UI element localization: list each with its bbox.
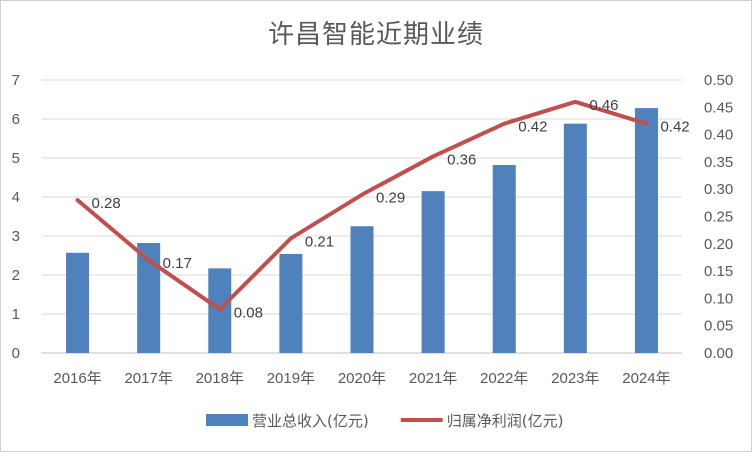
left-axis-ticks: 0 1 2 3 4 5 6 7 bbox=[12, 72, 20, 362]
revenue-bar bbox=[350, 226, 374, 353]
left-tick-label: 5 bbox=[12, 150, 20, 167]
right-tick-label: 0.10 bbox=[704, 290, 733, 307]
profit-data-label: 0.28 bbox=[92, 195, 121, 212]
revenue-bar bbox=[137, 243, 161, 353]
profit-data-label: 0.42 bbox=[518, 119, 547, 136]
profit-data-labels: 0.28 0.17 0.08 0.21 0.29 0.36 0.42 0.46 0.42 bbox=[92, 97, 690, 321]
x-tick-label: 2021年 bbox=[409, 370, 457, 387]
right-tick-label: 0.50 bbox=[704, 72, 733, 89]
legend-label: 归属净利润(亿元) bbox=[447, 412, 564, 430]
profit-data-label: 0.36 bbox=[447, 151, 476, 168]
x-tick-label: 2016年 bbox=[53, 370, 101, 387]
left-tick-label: 0 bbox=[12, 345, 20, 362]
left-tick-label: 3 bbox=[12, 228, 20, 245]
legend: 营业总收入(亿元) 归属净利润(亿元) bbox=[206, 412, 563, 430]
right-tick-label: 0.45 bbox=[704, 99, 733, 116]
profit-data-label: 0.29 bbox=[376, 190, 405, 207]
left-tick-label: 7 bbox=[12, 72, 20, 89]
left-tick-label: 4 bbox=[12, 189, 20, 206]
x-tick-label: 2018年 bbox=[196, 370, 244, 387]
revenue-bar bbox=[66, 252, 90, 353]
x-tick-label: 2019年 bbox=[267, 370, 315, 387]
x-tick-label: 2023年 bbox=[551, 370, 599, 387]
profit-line bbox=[75, 99, 649, 312]
left-tick-label: 1 bbox=[12, 306, 20, 323]
revenue-bar bbox=[492, 165, 516, 353]
revenue-bar bbox=[634, 108, 658, 353]
right-tick-label: 0.30 bbox=[704, 181, 733, 198]
legend-label: 营业总收入(亿元) bbox=[252, 412, 369, 430]
revenue-bar bbox=[563, 123, 587, 354]
x-tick-label: 2017年 bbox=[124, 370, 172, 387]
x-tick-label: 2022年 bbox=[480, 370, 528, 387]
profit-data-label: 0.42 bbox=[660, 119, 689, 136]
revenue-bar bbox=[279, 253, 303, 353]
right-tick-label: 0.00 bbox=[704, 345, 733, 362]
profit-data-label: 0.46 bbox=[589, 97, 618, 114]
chart-title: 许昌智能近期业绩 bbox=[267, 20, 484, 50]
right-tick-label: 0.35 bbox=[704, 154, 733, 171]
right-tick-label: 0.20 bbox=[704, 236, 733, 253]
revenue-bars bbox=[66, 108, 658, 354]
x-tick-label: 2024年 bbox=[622, 370, 670, 387]
profit-line-path bbox=[75, 99, 649, 312]
legend-swatch-bar bbox=[206, 414, 248, 426]
right-tick-label: 0.15 bbox=[704, 263, 733, 280]
left-tick-label: 6 bbox=[12, 111, 20, 128]
right-axis-ticks: 0.00 0.05 0.10 0.15 0.20 0.25 0.30 0.35 0.40 0.45… bbox=[704, 72, 733, 362]
left-tick-label: 2 bbox=[12, 267, 20, 284]
x-tick-label: 2020年 bbox=[338, 370, 386, 387]
right-tick-label: 0.25 bbox=[704, 209, 733, 226]
right-tick-label: 0.05 bbox=[704, 318, 733, 335]
profit-data-label: 0.08 bbox=[234, 304, 263, 321]
profit-data-label: 0.17 bbox=[163, 255, 192, 272]
profit-data-label: 0.21 bbox=[305, 233, 334, 250]
revenue-bar bbox=[421, 191, 445, 353]
x-axis-ticks: 2016年 2017年 2018年 2019年 2020年 2021年 2022年 2023年… bbox=[53, 370, 670, 387]
right-tick-label: 0.40 bbox=[704, 127, 733, 144]
